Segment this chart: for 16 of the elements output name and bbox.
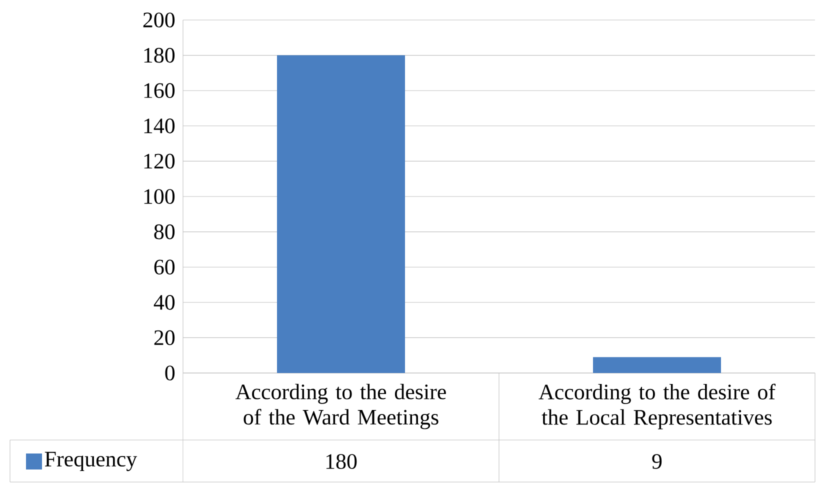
y-tick-label: 80	[154, 224, 175, 240]
y-tick-label: 200	[143, 12, 175, 28]
y-tick-label: 140	[144, 118, 175, 134]
data-label: 180	[326, 454, 357, 469]
y-tick-label: 100	[144, 189, 175, 204]
legend-label: Frequency	[44, 452, 138, 472]
y-tick-label: 20	[154, 330, 175, 346]
y-tick-label: 60	[154, 260, 175, 275]
y-tick-label: 180	[144, 48, 175, 63]
x-tick-label: According to the desire of the Ward Meetings	[236, 384, 446, 430]
y-tick-label: 120	[144, 154, 175, 169]
y-tick-label: 40	[154, 294, 175, 310]
y-tick-label: 160	[144, 83, 175, 98]
x-tick-label: According to the desire of the Local Representatives	[538, 384, 776, 430]
y-tick-label: 0	[165, 366, 175, 380]
data-label: 9	[652, 454, 662, 469]
